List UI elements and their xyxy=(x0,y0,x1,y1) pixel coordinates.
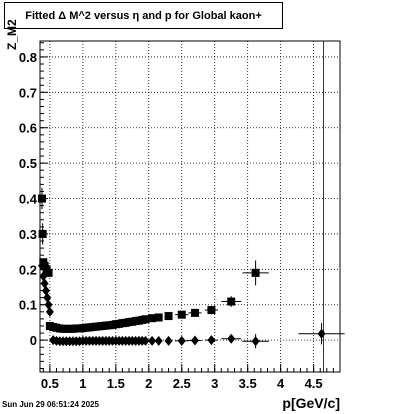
y-tick-label: 0 xyxy=(30,333,37,348)
diamond-marker xyxy=(154,335,163,346)
diamond-marker xyxy=(141,335,150,346)
timestamp: Sun Jun 29 06:51:24 2025 xyxy=(2,400,99,409)
y-tick-label: 0.8 xyxy=(19,50,37,65)
square-marker xyxy=(38,229,47,238)
diamond-marker xyxy=(41,285,50,296)
x-tick-label: 1 xyxy=(79,376,86,391)
diamond-marker xyxy=(251,336,260,347)
y-tick-label: 0.4 xyxy=(19,192,38,207)
square-marker xyxy=(207,306,216,315)
x-tick-label: 2.5 xyxy=(173,376,191,391)
square-marker xyxy=(141,315,150,324)
y-tick-label: 0.2 xyxy=(19,262,37,277)
square-marker xyxy=(227,297,236,306)
y-tick-label: 0.1 xyxy=(19,298,37,313)
x-tick-label: 2 xyxy=(145,376,152,391)
x-tick-label: 4 xyxy=(277,376,285,391)
y-tick-label: 0.7 xyxy=(19,85,37,100)
diamond-marker xyxy=(177,335,186,346)
diamond-marker xyxy=(317,328,326,339)
diamond-marker xyxy=(148,335,157,346)
y-tick-label: 0.6 xyxy=(19,121,37,136)
square-marker xyxy=(190,308,199,317)
diamond-marker xyxy=(164,335,173,346)
x-tick-label: 1.5 xyxy=(107,376,125,391)
diamond-marker xyxy=(190,335,199,346)
diamond-marker xyxy=(37,260,46,271)
y-axis-label: Z_M2 xyxy=(5,19,19,50)
diamond-marker xyxy=(43,292,52,303)
diamond-marker xyxy=(44,299,53,310)
square-marker xyxy=(251,268,260,277)
diamond-marker xyxy=(207,335,216,346)
square-marker xyxy=(154,313,163,322)
x-tick-label: 0.5 xyxy=(41,376,59,391)
square-marker xyxy=(148,314,157,323)
y-tick-label: 0.3 xyxy=(19,227,37,242)
y-tick-label: 0.5 xyxy=(19,156,37,171)
diamond-marker xyxy=(227,333,236,344)
diamond-marker xyxy=(40,278,49,289)
diamond-marker xyxy=(39,271,48,282)
chart-title: Fitted Δ M^2 versus η and p for Global k… xyxy=(4,2,283,29)
square-marker xyxy=(177,310,186,319)
x-axis-label: p[GeV/c] xyxy=(282,395,340,411)
x-tick-label: 3.5 xyxy=(239,376,257,391)
plot-frame xyxy=(39,40,341,373)
x-tick-label: 4.5 xyxy=(305,376,323,391)
diamond-marker xyxy=(45,306,54,317)
x-tick-label: 3 xyxy=(211,376,218,391)
square-marker xyxy=(37,194,46,203)
square-marker xyxy=(164,312,173,321)
square-marker xyxy=(44,268,53,277)
